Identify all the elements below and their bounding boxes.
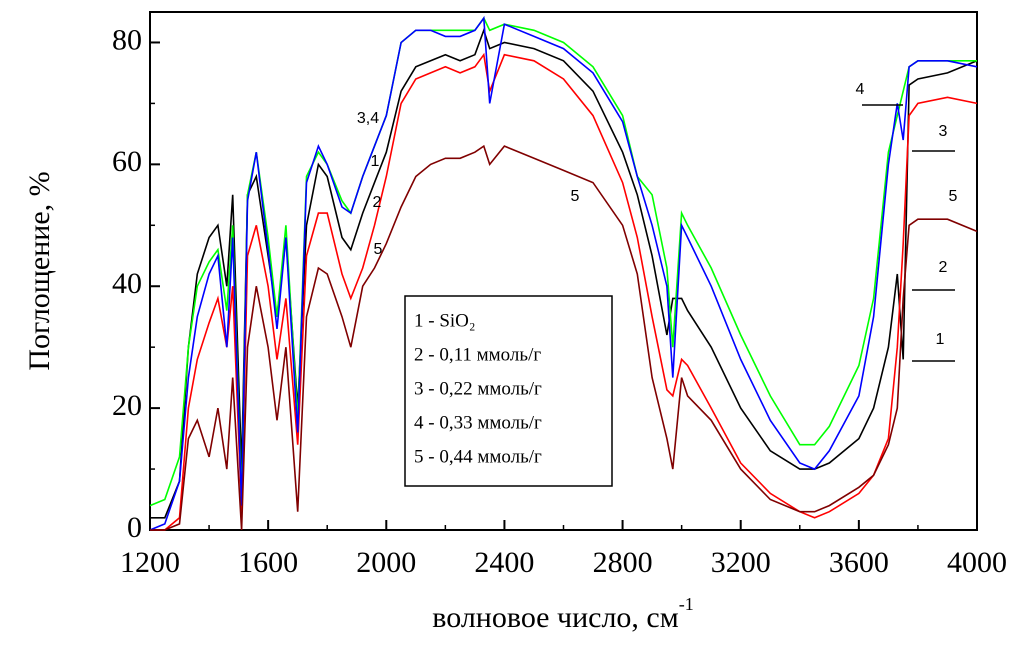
curve-label: 5 bbox=[571, 188, 580, 205]
x-tick-label: 2800 bbox=[593, 546, 653, 579]
x-tick-label: 3200 bbox=[711, 546, 771, 579]
x-tick-label: 1200 bbox=[120, 546, 180, 579]
x-axis-label-sup: -1 bbox=[679, 594, 694, 614]
series-line bbox=[149, 15, 978, 531]
y-axis-label: Поглощение, % bbox=[23, 171, 56, 370]
legend-entry: 5 - 0,44 ммоль/г bbox=[414, 446, 542, 467]
curve-label: 1 bbox=[371, 153, 380, 170]
curve-label: 5 bbox=[949, 188, 958, 205]
y-tick-label: 80 bbox=[112, 23, 142, 56]
x-axis-label-text: волновое число, см bbox=[432, 601, 678, 634]
x-tick-label: 2000 bbox=[356, 546, 416, 579]
curve-label: 2 bbox=[373, 194, 382, 211]
x-tick-label: 3600 bbox=[829, 546, 889, 579]
y-tick-label: 40 bbox=[112, 267, 142, 300]
curve-label: 2 bbox=[939, 259, 948, 276]
curve-label: 4 bbox=[856, 81, 865, 98]
legend-entry: 1 - SiO₂ bbox=[414, 310, 476, 331]
x-tick-label: 1600 bbox=[238, 546, 298, 579]
y-tick-label: 0 bbox=[127, 511, 142, 544]
legend-entry: 4 - 0,33 ммоль/г bbox=[414, 412, 542, 433]
x-tick-label: 4000 bbox=[947, 546, 1007, 579]
y-tick-label: 60 bbox=[112, 145, 142, 178]
curve-label: 3,4 bbox=[357, 110, 379, 127]
legend-entry: 2 - 0,11 ммоль/г bbox=[414, 344, 541, 365]
y-tick-label: 20 bbox=[112, 389, 142, 422]
x-axis-label: волновое число, см-1 bbox=[432, 594, 693, 634]
series-line bbox=[150, 144, 978, 531]
legend-entry: 3 - 0,22 ммоль/г bbox=[414, 378, 542, 399]
curve-label: 5 bbox=[374, 241, 383, 258]
x-tick-label: 2400 bbox=[474, 546, 534, 579]
curve-label: 3 bbox=[939, 123, 948, 140]
legend-box bbox=[404, 295, 613, 487]
curve-label: 1 bbox=[936, 331, 945, 348]
